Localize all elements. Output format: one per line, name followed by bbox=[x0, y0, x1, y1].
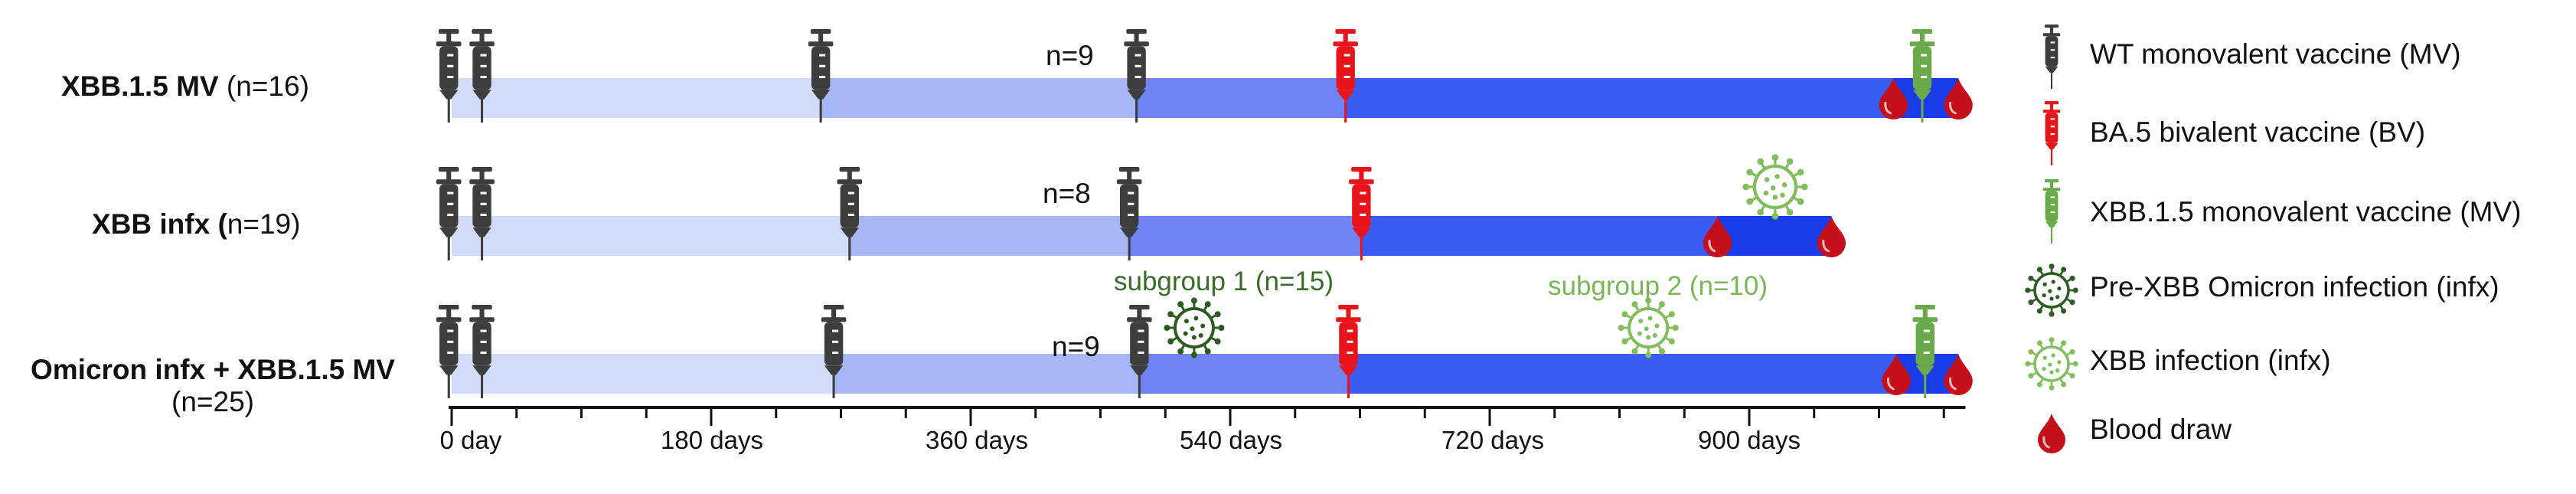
axis-tick-label: 360 days bbox=[926, 426, 1028, 454]
timeline-bar-segment bbox=[821, 78, 1137, 118]
timeline-bar-segment bbox=[849, 216, 1130, 256]
row-label-xbb15-mv: XBB.1.5 MV (n=16) bbox=[61, 70, 309, 102]
virus-shape bbox=[2025, 337, 2078, 391]
blood-drop-icon bbox=[1879, 78, 1908, 120]
timeline-bar-segment bbox=[1139, 354, 1349, 394]
syringe-icon bbox=[436, 167, 462, 260]
syringe-icon bbox=[469, 29, 495, 123]
blood-drop-icon bbox=[2038, 414, 2065, 453]
timeline-bar-segment bbox=[1345, 78, 1894, 118]
timeline-bar-segment bbox=[1717, 216, 1832, 256]
row-count-label: n=9 bbox=[1046, 40, 1094, 71]
syringe-icon bbox=[1333, 29, 1358, 123]
axis-tick-label: 900 days bbox=[1698, 426, 1801, 454]
virus-shape bbox=[2025, 263, 2078, 317]
legend-item-ba5-bv: BA.5 bivalent vaccine (BV) bbox=[2029, 100, 2565, 168]
syringe-icon bbox=[436, 29, 462, 123]
virus-dark-icon bbox=[2025, 263, 2078, 317]
row-count-label: n=9 bbox=[1052, 331, 1100, 362]
timeline-bar-segment bbox=[1361, 216, 1718, 256]
blood-drop-icon bbox=[1882, 354, 1911, 396]
syringe-icon bbox=[821, 305, 847, 398]
drop-shape bbox=[2038, 414, 2065, 453]
syringe-icon bbox=[1127, 305, 1152, 398]
legend-label: Pre-XBB Omicron infection (infx) bbox=[2090, 271, 2499, 303]
syringe-icon bbox=[1116, 167, 1142, 260]
virus-light-icon bbox=[2025, 337, 2078, 391]
axis-tick-label: 540 days bbox=[1180, 426, 1282, 454]
axis-tick-label: 180 days bbox=[661, 426, 763, 454]
syringe-dark-icon bbox=[2042, 25, 2061, 89]
syringe-shape bbox=[2042, 179, 2061, 244]
legend-label: XBB.1.5 monovalent vaccine (MV) bbox=[2090, 196, 2522, 227]
syringe-icon bbox=[1349, 167, 1374, 260]
syringe-icon bbox=[837, 167, 863, 260]
blood-drop-icon bbox=[1817, 216, 1846, 258]
subgroup-1-label: subgroup 1 (n=15) bbox=[1114, 267, 1334, 296]
syringe-shape bbox=[2042, 25, 2061, 89]
legend-label: XBB infection (infx) bbox=[2090, 345, 2331, 376]
blood-drop-icon bbox=[1944, 354, 1973, 396]
row-label-omicron-infx-xbb15-mv: Omicron infx + XBB.1.5 MV (n=25) bbox=[31, 354, 395, 417]
timeline-bar-segment bbox=[452, 354, 834, 394]
timeline-bar-segment bbox=[834, 354, 1140, 394]
syringe-icon bbox=[469, 305, 495, 398]
row-label-xbb-infx: XBB infx (n=19) bbox=[92, 208, 301, 240]
virus-xbb-icon bbox=[1618, 297, 1679, 358]
timeline-bar-segment bbox=[1348, 354, 1897, 394]
syringe-red-icon bbox=[2042, 101, 2061, 165]
axis-tick-label: 720 days bbox=[1441, 426, 1544, 454]
syringe-icon bbox=[1909, 29, 1935, 123]
blood-drop-icon bbox=[1703, 216, 1732, 258]
legend-label: Blood draw bbox=[2090, 414, 2232, 445]
legend-item-pre-xbb-infx: Pre-XBB Omicron infection (infx) bbox=[2025, 256, 2565, 325]
syringe-icon bbox=[1912, 305, 1938, 398]
timeline-bar-segment bbox=[1136, 78, 1346, 118]
legend-item-xbb15-mv: XBB.1.5 monovalent vaccine (MV) bbox=[2029, 178, 2565, 247]
syringe-icon bbox=[436, 305, 462, 398]
legend-item-wt-mv: WT monovalent vaccine (MV) bbox=[2029, 23, 2565, 92]
axis-tick-label: 0 day bbox=[439, 426, 502, 454]
subgroup-2-label: subgroup 2 (n=10) bbox=[1548, 271, 1768, 301]
legend-label: BA.5 bivalent vaccine (BV) bbox=[2090, 116, 2426, 148]
syringe-icon bbox=[808, 29, 834, 123]
virus-pre-xbb-icon bbox=[1164, 297, 1225, 358]
syringe-green-icon bbox=[2042, 179, 2061, 244]
legend-item-blood-draw: Blood draw bbox=[2029, 400, 2565, 469]
timeline-bar-segment bbox=[452, 78, 821, 118]
syringe-shape bbox=[2042, 101, 2061, 165]
syringe-icon bbox=[469, 167, 495, 260]
timeline-bar-segment bbox=[1129, 216, 1362, 256]
syringe-icon bbox=[1336, 305, 1361, 398]
legend-label: WT monovalent vaccine (MV) bbox=[2090, 38, 2461, 70]
syringe-icon bbox=[1124, 29, 1149, 123]
virus-xbb-icon bbox=[1742, 154, 1808, 220]
timeline-bar-segment bbox=[452, 216, 850, 256]
legend-item-xbb-infx: XBB infection (infx) bbox=[2025, 329, 2565, 398]
row-count-label: n=8 bbox=[1043, 178, 1091, 209]
blood-drop-icon bbox=[1944, 78, 1973, 120]
